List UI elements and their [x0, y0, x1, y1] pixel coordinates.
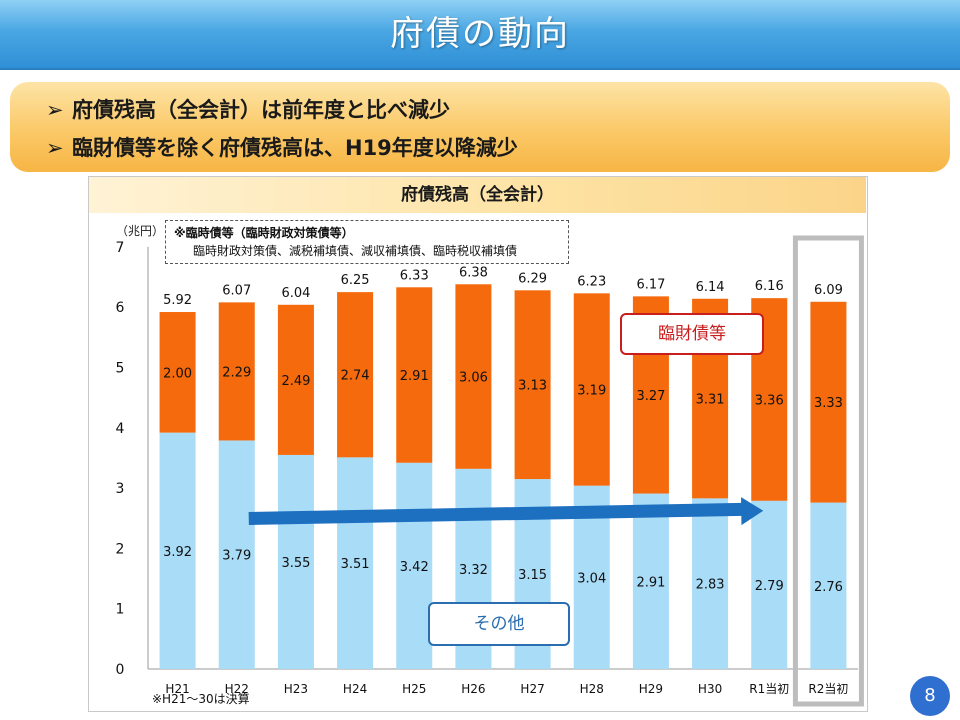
- bar-other: [751, 500, 788, 669]
- x-tick-label: R2当初: [808, 682, 848, 696]
- bar-rinzai: [396, 287, 433, 463]
- summary-point-2: ➢ 臨財債等を除く府債残高は、H19年度以降減少: [46, 132, 518, 162]
- summary-box: [10, 82, 950, 172]
- data-label-other: 3.04: [577, 571, 606, 586]
- bar-rinzai: [159, 312, 196, 433]
- data-label-total: 6.07: [222, 283, 251, 298]
- data-label-other: 2.91: [636, 575, 665, 590]
- other-label: その他: [428, 602, 570, 646]
- bar-rinzai: [573, 293, 610, 486]
- data-label-total: 6.33: [400, 268, 429, 283]
- bar-other: [277, 454, 314, 669]
- summary-point-2-text: 臨財債等を除く府債残高は、H19年度以降減少: [72, 136, 518, 160]
- bullet-arrow-icon: ➢: [46, 136, 64, 160]
- chart-header: [89, 177, 866, 213]
- data-label-rinzai: 2.49: [281, 374, 310, 389]
- x-tick-label: H30: [698, 682, 722, 696]
- data-label-other: 2.76: [814, 580, 843, 595]
- y-tick-label: 5: [116, 361, 125, 377]
- bar-other: [337, 457, 374, 669]
- bar-other: [396, 462, 433, 669]
- data-label-rinzai: 3.13: [518, 379, 547, 394]
- data-label-total: 6.04: [281, 286, 310, 301]
- data-label-total: 6.17: [636, 277, 665, 292]
- data-label-total: 6.09: [814, 283, 843, 298]
- data-label-rinzai: 3.36: [755, 393, 784, 408]
- x-tick-label: R1当初: [749, 682, 789, 696]
- data-label-other: 3.51: [341, 557, 370, 572]
- note-box: [165, 220, 569, 264]
- data-label-other: 3.32: [459, 563, 488, 578]
- bar-rinzai: [337, 292, 374, 458]
- data-label-rinzai: 2.29: [222, 365, 251, 380]
- data-label-rinzai: 2.74: [341, 369, 370, 384]
- bar-rinzai: [514, 290, 551, 480]
- x-tick-label: H22: [225, 682, 249, 696]
- bar-other: [692, 498, 729, 669]
- data-label-other: 3.42: [400, 560, 429, 575]
- y-tick-label: 6: [116, 300, 125, 316]
- data-label-other: 3.79: [222, 549, 251, 564]
- data-label-total: 6.38: [459, 265, 488, 280]
- data-label-rinzai: 2.00: [163, 366, 192, 381]
- data-label-total: 6.23: [577, 274, 606, 289]
- y-tick-label: 1: [116, 602, 125, 618]
- bar-rinzai: [810, 301, 847, 503]
- chart-title: 府債残高（全会計）: [401, 185, 554, 205]
- x-tick-label: H24: [343, 682, 367, 696]
- y-tick-label: 2: [116, 541, 125, 557]
- x-tick-label: H27: [520, 682, 544, 696]
- data-label-other: 2.79: [755, 579, 784, 594]
- x-tick-label: H28: [580, 682, 604, 696]
- bullet-arrow-icon: ➢: [46, 98, 64, 122]
- y-axis-unit: （兆円）: [116, 224, 165, 238]
- data-label-other: 3.92: [163, 545, 192, 560]
- note-title: ※臨時債等（臨時財政対策債等）: [174, 226, 354, 240]
- data-label-other: 3.15: [518, 568, 547, 583]
- rinzai-label: 臨財債等: [620, 313, 764, 355]
- data-label-total: 6.16: [755, 279, 784, 294]
- title-bar: [0, 0, 960, 70]
- data-label-total: 5.92: [163, 293, 192, 308]
- data-label-rinzai: 3.33: [814, 396, 843, 411]
- footnote: ※H21〜30は決算: [152, 692, 250, 706]
- bar-other: [159, 432, 196, 669]
- x-tick-label: H21: [165, 682, 189, 696]
- bar-other: [632, 493, 669, 669]
- bar-other: [810, 502, 847, 669]
- highlight-box-r2: [792, 235, 864, 707]
- data-label-total: 6.29: [518, 271, 547, 286]
- y-tick-label: 3: [116, 481, 125, 497]
- page-title: 府債の動向: [390, 14, 570, 54]
- data-label-other: 2.83: [696, 578, 725, 593]
- y-tick-label: 7: [116, 240, 125, 256]
- summary-point-1-text: 府債残高（全会計）は前年度と比べ減少: [72, 98, 450, 122]
- data-label-other: 3.55: [281, 556, 310, 571]
- data-label-total: 6.25: [341, 273, 370, 288]
- data-label-rinzai: 3.31: [696, 393, 725, 408]
- y-tick-label: 0: [116, 662, 125, 678]
- x-tick-label: H29: [639, 682, 663, 696]
- bar-rinzai: [455, 284, 492, 469]
- x-tick-label: H25: [402, 682, 426, 696]
- trend-arrowhead-icon: [741, 497, 764, 526]
- data-label-rinzai: 3.27: [636, 389, 665, 404]
- data-label-rinzai: 3.19: [577, 384, 606, 399]
- x-tick-label: H26: [461, 682, 485, 696]
- trend-arrow-shaft: [248, 502, 750, 525]
- note-body: 臨時財政対策債、減税補填債、減収補填債、臨時税収補填債: [193, 244, 518, 258]
- bar-rinzai: [277, 304, 314, 455]
- data-label-rinzai: 2.91: [400, 369, 429, 384]
- bar-rinzai: [218, 302, 255, 441]
- data-label-rinzai: 3.06: [459, 371, 488, 386]
- bar-other: [218, 440, 255, 669]
- y-tick-label: 4: [116, 421, 125, 437]
- data-label-total: 6.14: [696, 280, 725, 295]
- summary-point-1: ➢ 府債残高（全会計）は前年度と比べ減少: [46, 94, 450, 124]
- x-tick-label: H23: [284, 682, 308, 696]
- page-number: 8: [910, 676, 950, 716]
